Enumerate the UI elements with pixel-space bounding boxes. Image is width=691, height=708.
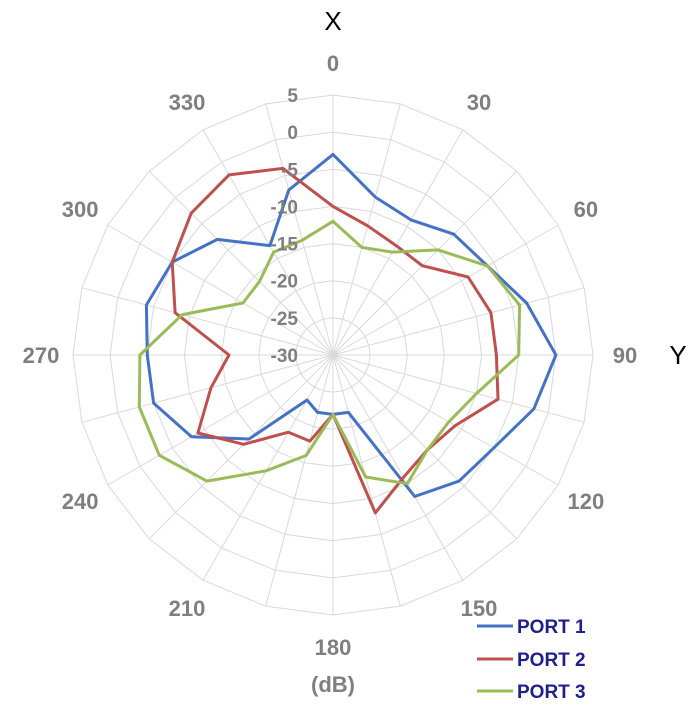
grid-spoke — [202, 354, 334, 581]
unit-label: (dB) — [311, 672, 355, 697]
legend-label-port-1: PORT 1 — [517, 617, 586, 638]
legend-item-port-1: PORT 1 — [477, 617, 586, 638]
angle-label-60: 60 — [574, 197, 598, 222]
grid-spoke — [332, 170, 518, 356]
series-lines — [137, 152, 558, 515]
series-line-port-2 — [170, 166, 500, 515]
grid-spoke — [81, 287, 334, 356]
angle-label-180: 180 — [315, 635, 352, 660]
radial-tick-label: -30 — [271, 346, 298, 367]
grid-spoke — [332, 354, 559, 486]
angle-label-210: 210 — [169, 596, 206, 621]
legend-item-port-2: PORT 2 — [477, 650, 586, 671]
angle-label-30: 30 — [467, 90, 491, 115]
angle-label-330: 330 — [169, 90, 206, 115]
radial-tick-label: 5 — [287, 86, 298, 107]
angle-label-90: 90 — [613, 343, 637, 368]
grid-spoke — [332, 354, 518, 540]
grid-spoke — [332, 129, 464, 356]
series-line-port-1 — [144, 152, 558, 498]
angle-labels: 0 30 60 90 120 150 180 210 240 270 300 330 — [23, 51, 638, 660]
grid-spoke — [202, 129, 334, 356]
radial-tick-label: -5 — [281, 160, 298, 181]
grid-spoke — [148, 170, 334, 356]
radial-tick-label: -15 — [271, 235, 299, 256]
grid-spoke — [81, 354, 334, 423]
series-line-port-3 — [137, 219, 522, 486]
grid-spoke — [332, 224, 559, 356]
grid-spoke — [107, 224, 334, 356]
grid-spoke — [332, 354, 585, 423]
grid-spoke — [148, 354, 334, 540]
radial-tick-label: 0 — [287, 123, 298, 144]
grid-spoke — [107, 354, 334, 486]
radial-tick-labels: 5 0 -5 -10 -15 -20 -25 -30 — [271, 86, 299, 367]
radial-tick-label: -20 — [271, 272, 298, 293]
angle-label-0: 0 — [327, 51, 339, 76]
grid-spoke — [332, 354, 401, 607]
legend-label-port-3: PORT 3 — [517, 682, 586, 703]
grid-spoke — [332, 287, 585, 356]
radial-tick-label: -10 — [271, 197, 298, 218]
grid-spoke — [265, 103, 334, 356]
legend-item-port-3: PORT 3 — [477, 682, 586, 703]
grid-spoke — [332, 354, 464, 581]
radial-tick-label: -25 — [271, 309, 299, 330]
angle-label-120: 120 — [568, 489, 605, 514]
angle-label-240: 240 — [62, 489, 99, 514]
polar-grid — [72, 94, 594, 616]
grid-spoke — [332, 103, 401, 356]
axis-top-label: X — [324, 6, 341, 36]
angle-label-270: 270 — [23, 343, 60, 368]
axis-right-label: Y — [669, 340, 686, 370]
legend-label-port-2: PORT 2 — [517, 650, 586, 671]
angle-label-150: 150 — [461, 596, 498, 621]
angle-label-300: 300 — [62, 197, 99, 222]
legend: PORT 1 PORT 2 PORT 3 — [477, 617, 586, 703]
grid-spoke — [265, 354, 334, 607]
